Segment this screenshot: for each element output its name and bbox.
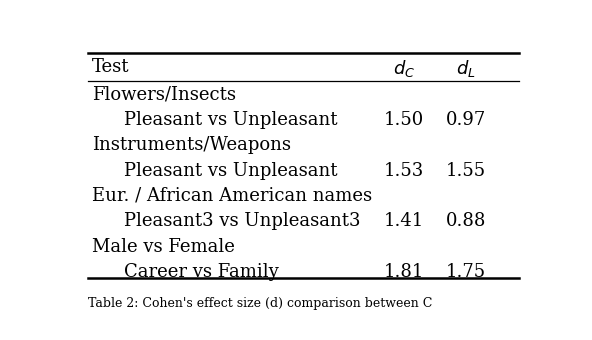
- Text: Eur. / African American names: Eur. / African American names: [92, 187, 372, 205]
- Text: Table 2: Cohen's effect size (d) comparison between C: Table 2: Cohen's effect size (d) compari…: [88, 297, 432, 310]
- Text: Pleasant3 vs Unpleasant3: Pleasant3 vs Unpleasant3: [124, 212, 361, 231]
- Text: $d_L$: $d_L$: [456, 58, 476, 79]
- Text: Male vs Female: Male vs Female: [92, 238, 235, 256]
- Text: 1.75: 1.75: [446, 263, 487, 281]
- Text: 1.55: 1.55: [446, 162, 487, 180]
- Text: Flowers/Insects: Flowers/Insects: [92, 85, 236, 103]
- Text: 1.50: 1.50: [384, 111, 424, 129]
- Text: Instruments/Weapons: Instruments/Weapons: [92, 136, 291, 154]
- Text: 0.88: 0.88: [446, 212, 487, 231]
- Text: Pleasant vs Unpleasant: Pleasant vs Unpleasant: [124, 111, 338, 129]
- Text: 1.81: 1.81: [384, 263, 424, 281]
- Text: Pleasant vs Unpleasant: Pleasant vs Unpleasant: [124, 162, 338, 180]
- Text: 1.53: 1.53: [384, 162, 424, 180]
- Text: Test: Test: [92, 58, 130, 76]
- Text: 0.97: 0.97: [446, 111, 487, 129]
- Text: 1.41: 1.41: [384, 212, 424, 231]
- Text: Career vs Family: Career vs Family: [124, 263, 279, 281]
- Text: $d_C$: $d_C$: [393, 58, 416, 79]
